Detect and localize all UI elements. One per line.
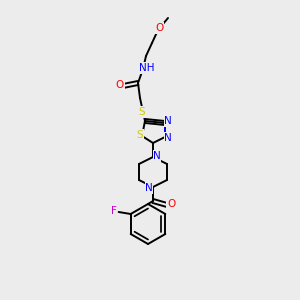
Text: N: N xyxy=(164,116,172,126)
Text: O: O xyxy=(155,23,163,33)
Text: N: N xyxy=(164,133,172,143)
Text: N: N xyxy=(145,183,153,193)
Text: N: N xyxy=(153,151,161,161)
Text: O: O xyxy=(167,199,175,209)
Text: O: O xyxy=(116,80,124,90)
Text: S: S xyxy=(139,107,145,117)
Text: NH: NH xyxy=(139,63,155,73)
Text: S: S xyxy=(137,130,143,140)
Text: F: F xyxy=(111,206,117,216)
